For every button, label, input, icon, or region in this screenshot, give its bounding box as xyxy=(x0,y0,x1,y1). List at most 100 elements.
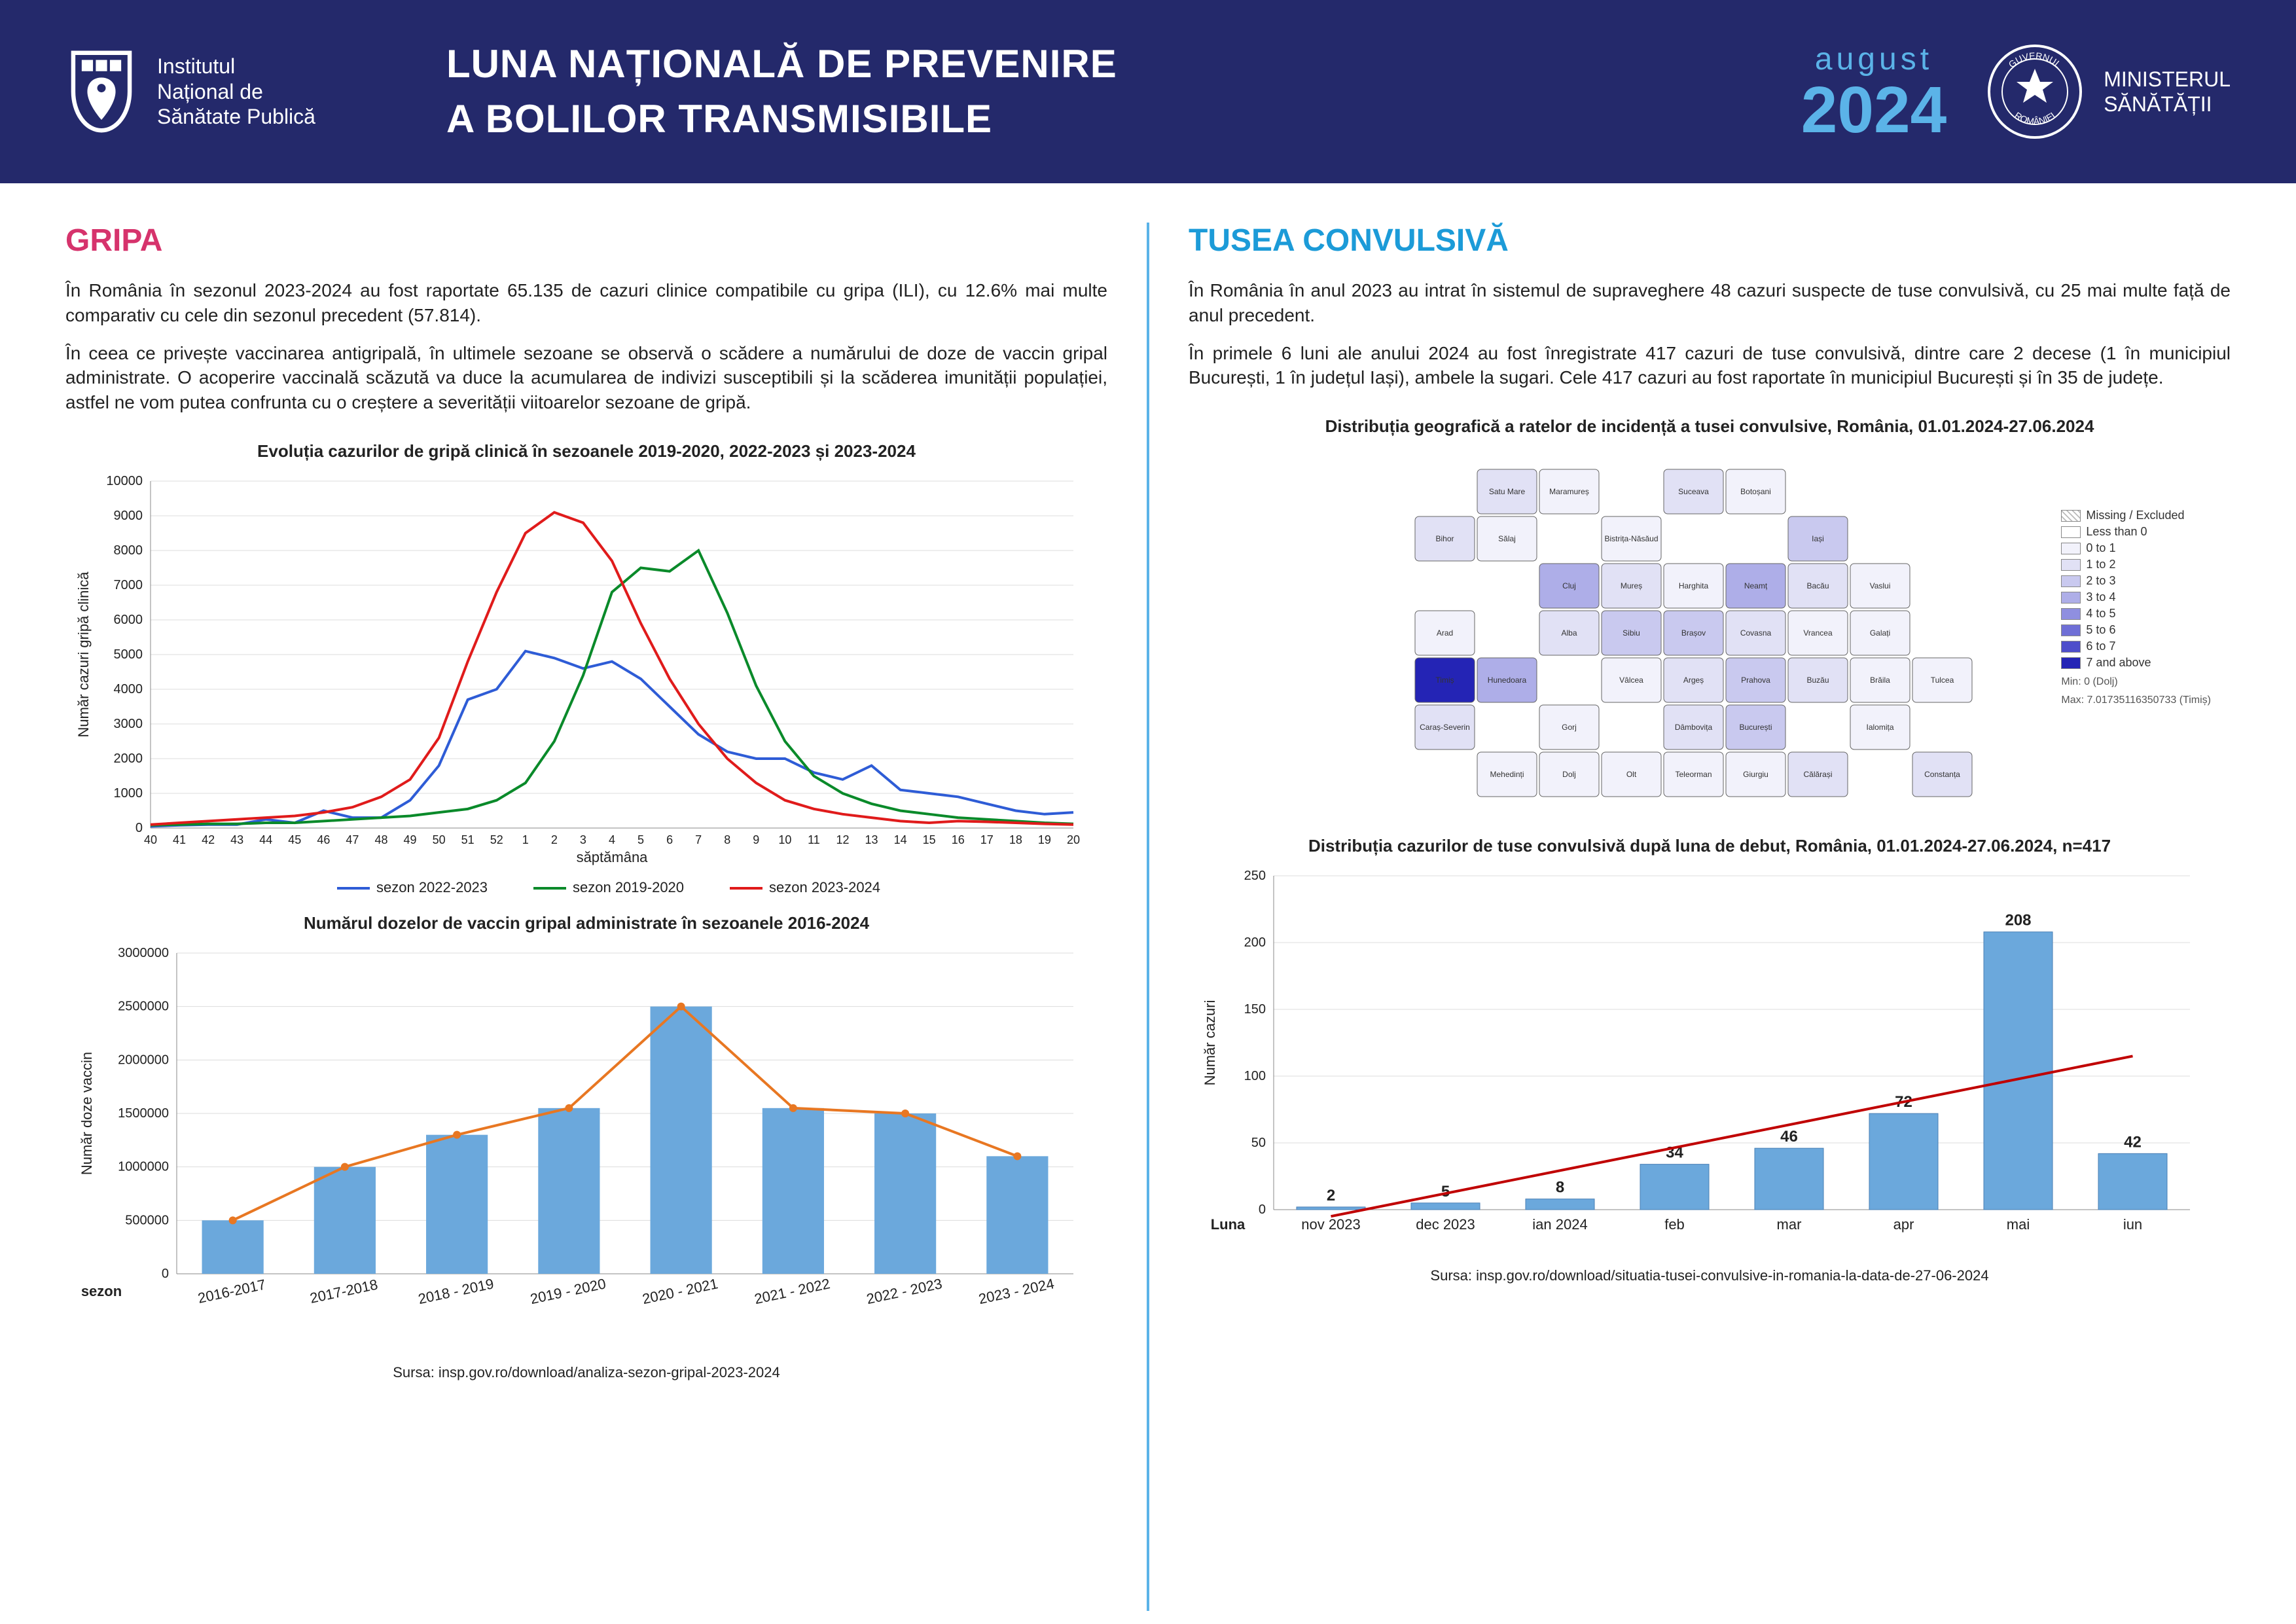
svg-text:150: 150 xyxy=(1244,1002,1266,1017)
svg-text:GUVERNUL: GUVERNUL xyxy=(2007,50,2064,70)
svg-text:săptămâna: săptămâna xyxy=(577,849,649,865)
org-left-logo: InstitutulNațional deSănătate Publică xyxy=(65,46,315,137)
svg-text:Olt: Olt xyxy=(1626,770,1637,779)
svg-text:45: 45 xyxy=(288,833,301,846)
title-block: LUNA NAȚIONALĂ DE PREVENIRE A BOLILOR TR… xyxy=(315,37,1762,147)
svg-text:Călărași: Călărași xyxy=(1803,770,1832,779)
svg-text:2018 - 2019: 2018 - 2019 xyxy=(417,1275,495,1307)
svg-text:Buzău: Buzău xyxy=(1806,676,1829,685)
svg-text:40: 40 xyxy=(144,833,157,846)
svg-text:2000000: 2000000 xyxy=(118,1053,169,1067)
title-line-2: A BOLILOR TRANSMISIBILE xyxy=(446,92,1762,147)
svg-text:10: 10 xyxy=(778,833,791,846)
svg-text:Timiș: Timiș xyxy=(1435,676,1454,685)
svg-text:0: 0 xyxy=(162,1267,169,1281)
gov-seal-icon: GUVERNUL ROMÂNIEI xyxy=(1986,43,2084,141)
svg-text:Hunedoara: Hunedoara xyxy=(1488,676,1527,685)
svg-text:Mehedinți: Mehedinți xyxy=(1490,770,1524,779)
svg-text:Luna: Luna xyxy=(1211,1216,1246,1233)
svg-text:Satu Mare: Satu Mare xyxy=(1489,487,1526,496)
svg-text:Teleorman: Teleorman xyxy=(1675,770,1712,779)
gripa-source: Sursa: insp.gov.ro/download/analiza-sezo… xyxy=(65,1364,1107,1381)
svg-text:200: 200 xyxy=(1244,935,1266,950)
tuse-map: Satu MareMaramureșSuceavaBotoșaniSălajBi… xyxy=(1189,443,2231,823)
svg-text:Prahova: Prahova xyxy=(1741,676,1770,685)
svg-text:0: 0 xyxy=(1259,1202,1266,1217)
svg-text:1: 1 xyxy=(522,833,529,846)
svg-text:Constanța: Constanța xyxy=(1924,770,1960,779)
svg-text:47: 47 xyxy=(346,833,359,846)
svg-text:42: 42 xyxy=(202,833,215,846)
svg-text:2: 2 xyxy=(1327,1187,1335,1204)
svg-text:mar: mar xyxy=(1777,1216,1802,1233)
svg-text:250: 250 xyxy=(1244,869,1266,883)
svg-text:2017-2018: 2017-2018 xyxy=(308,1276,379,1306)
svg-text:18: 18 xyxy=(1009,833,1022,846)
svg-text:20: 20 xyxy=(1067,833,1080,846)
gripa-chart2-title: Numărul dozelor de vaccin gripal adminis… xyxy=(65,913,1107,933)
svg-text:4000: 4000 xyxy=(114,682,143,696)
gripa-p1: În România în sezonul 2023-2024 au fost … xyxy=(65,278,1107,328)
svg-text:Covasna: Covasna xyxy=(1740,628,1772,638)
svg-text:8000: 8000 xyxy=(114,543,143,558)
tuse-chart-title: Distribuția cazurilor de tuse convulsivă… xyxy=(1189,836,2231,856)
org-right-name: MINISTERULSĂNĂTĂȚII xyxy=(2104,67,2231,117)
svg-text:52: 52 xyxy=(490,833,503,846)
svg-text:Vâlcea: Vâlcea xyxy=(1619,676,1643,685)
svg-text:1500000: 1500000 xyxy=(118,1106,169,1121)
svg-text:0: 0 xyxy=(135,821,143,835)
svg-text:Ialomița: Ialomița xyxy=(1866,723,1893,732)
svg-text:3000000: 3000000 xyxy=(118,946,169,960)
svg-text:7: 7 xyxy=(695,833,702,846)
content: GRIPA În România în sezonul 2023-2024 au… xyxy=(0,183,2296,1624)
org-left-name: InstitutulNațional deSănătate Publică xyxy=(157,54,315,129)
svg-text:Giurgiu: Giurgiu xyxy=(1743,770,1768,779)
svg-text:11: 11 xyxy=(808,833,820,846)
svg-text:Maramureș: Maramureș xyxy=(1549,487,1589,496)
svg-text:Neamț: Neamț xyxy=(1744,581,1768,590)
svg-text:2000: 2000 xyxy=(114,751,143,766)
svg-text:Sibiu: Sibiu xyxy=(1623,628,1640,638)
svg-text:Număr doze vaccin: Număr doze vaccin xyxy=(79,1052,95,1175)
date-month: august xyxy=(1801,41,1946,77)
svg-text:2021 - 2022: 2021 - 2022 xyxy=(753,1275,831,1307)
svg-text:feb: feb xyxy=(1664,1216,1685,1233)
svg-text:42: 42 xyxy=(2124,1134,2142,1151)
svg-text:100: 100 xyxy=(1244,1069,1266,1083)
svg-text:Vaslui: Vaslui xyxy=(1870,581,1891,590)
svg-text:Gorj: Gorj xyxy=(1562,723,1577,732)
svg-text:3: 3 xyxy=(580,833,586,846)
shield-icon xyxy=(65,46,137,137)
svg-text:15: 15 xyxy=(923,833,936,846)
svg-text:8: 8 xyxy=(1556,1179,1564,1197)
svg-text:Mureș: Mureș xyxy=(1621,581,1642,590)
svg-text:ian 2024: ian 2024 xyxy=(1532,1216,1587,1233)
svg-text:17: 17 xyxy=(980,833,994,846)
map-svg: Satu MareMaramureșSuceavaBotoșaniSălajBi… xyxy=(1382,450,2037,816)
date-block: august 2024 xyxy=(1762,41,1986,143)
svg-text:13: 13 xyxy=(865,833,878,846)
svg-text:8: 8 xyxy=(724,833,730,846)
date-year: 2024 xyxy=(1801,77,1946,143)
svg-text:Arad: Arad xyxy=(1437,628,1453,638)
svg-text:16: 16 xyxy=(952,833,965,846)
svg-text:Sălaj: Sălaj xyxy=(1498,534,1516,543)
svg-text:49: 49 xyxy=(404,833,417,846)
svg-text:41: 41 xyxy=(173,833,186,846)
svg-text:Bacău: Bacău xyxy=(1806,581,1829,590)
org-right-logo: GUVERNUL ROMÂNIEI MINISTERULSĂNĂTĂȚII xyxy=(1986,43,2231,141)
svg-text:Cluj: Cluj xyxy=(1562,581,1576,590)
svg-text:ROMÂNIEI: ROMÂNIEI xyxy=(2013,110,2057,126)
header: InstitutulNațional deSănătate Publică LU… xyxy=(0,0,2296,183)
svg-text:Suceava: Suceava xyxy=(1678,487,1709,496)
gripa-p2: În ceea ce privește vaccinarea antigripa… xyxy=(65,341,1107,415)
gripa-chart1-title: Evoluția cazurilor de gripă clinică în s… xyxy=(65,441,1107,461)
svg-text:5000: 5000 xyxy=(114,647,143,662)
section-title-tuse: TUSEA CONVULSIVĂ xyxy=(1189,223,2231,259)
svg-text:sezon 2022-2023: sezon 2022-2023 xyxy=(376,879,488,895)
svg-text:43: 43 xyxy=(230,833,243,846)
svg-text:50: 50 xyxy=(433,833,446,846)
svg-text:Bihor: Bihor xyxy=(1435,534,1454,543)
svg-text:Vrancea: Vrancea xyxy=(1803,628,1833,638)
svg-text:sezon 2023-2024: sezon 2023-2024 xyxy=(769,879,880,895)
